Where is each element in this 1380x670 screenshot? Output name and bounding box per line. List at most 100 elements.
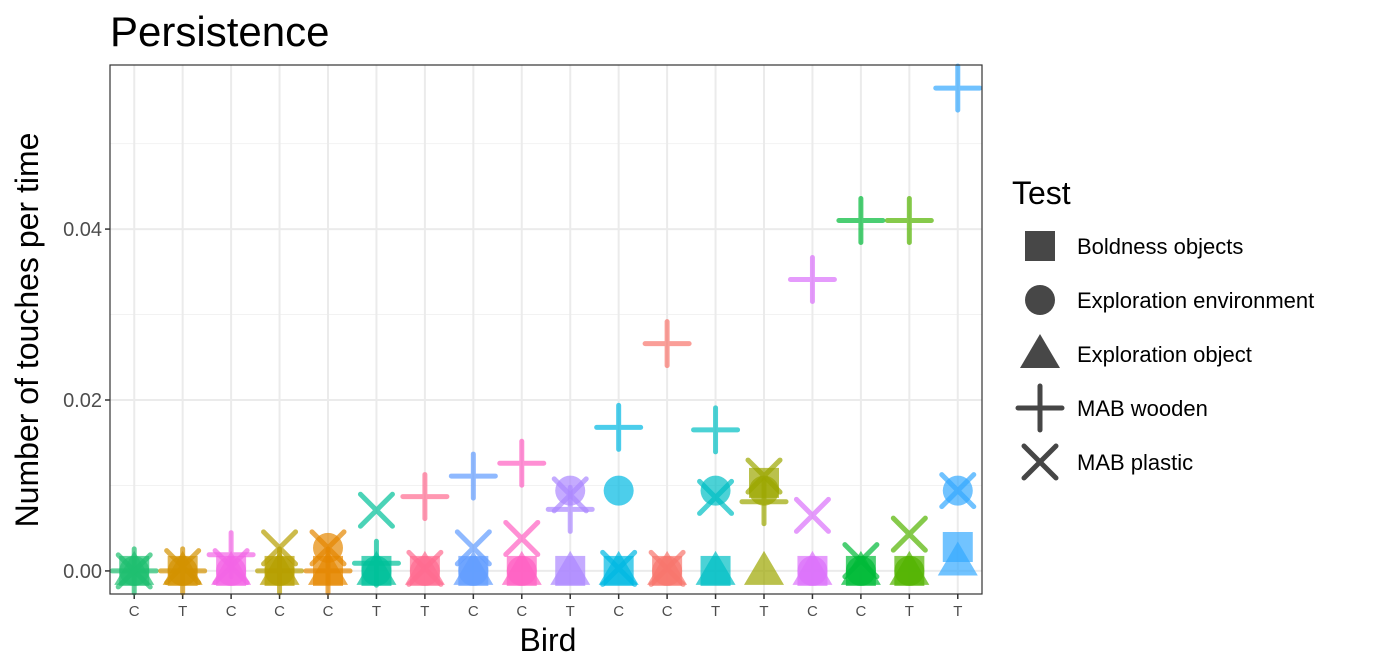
x-axis-label: Bird	[520, 622, 577, 658]
data-point-cross	[551, 476, 589, 514]
data-point-cross	[406, 549, 444, 587]
y-tick-label: 0.00	[63, 561, 102, 583]
cross-marker	[454, 529, 492, 567]
data-point-triangle	[889, 550, 930, 585]
data-point-cross	[164, 548, 202, 586]
x-tick-label: T	[372, 603, 381, 620]
legend-key-cross	[1021, 443, 1059, 481]
data-point-plus	[787, 255, 837, 305]
x-tick-label: C	[274, 603, 285, 620]
data-point-cross	[261, 529, 299, 567]
data-point-cross	[503, 519, 541, 557]
cross-marker	[212, 548, 250, 586]
data-point-triangle	[695, 550, 736, 585]
circle-marker	[1025, 285, 1055, 315]
data-point-triangle	[501, 550, 542, 585]
cross-marker	[551, 476, 589, 514]
cross-marker	[697, 478, 735, 516]
data-point-cross	[212, 548, 250, 586]
data-point-cross	[454, 529, 492, 567]
panel-border	[109, 64, 983, 595]
data-point-plus	[691, 405, 741, 455]
legend-label: MAB wooden	[1077, 396, 1208, 421]
cross-marker	[309, 529, 347, 567]
chart-title: Persistence	[110, 8, 329, 55]
data-point-plus	[594, 402, 644, 452]
data-point-cross	[309, 529, 347, 567]
cross-marker	[890, 515, 928, 553]
data-point-triangle	[550, 550, 591, 585]
triangle-marker	[550, 550, 591, 585]
circle-marker	[700, 475, 731, 506]
cross-marker	[357, 491, 395, 529]
square-marker	[1025, 231, 1055, 261]
triangle-marker	[792, 550, 833, 585]
x-tick-label: C	[129, 603, 140, 620]
panel-background	[110, 65, 982, 594]
legend-title: Test	[1012, 175, 1071, 211]
cross-marker	[842, 542, 880, 580]
cross-marker	[793, 496, 831, 534]
cross-marker	[164, 548, 202, 586]
x-tick-label: C	[807, 603, 818, 620]
data-point-plus	[836, 196, 886, 246]
x-tick-label: C	[662, 603, 673, 620]
cross-marker	[648, 549, 686, 587]
data-point-plus	[497, 438, 547, 488]
x-tick-label: C	[468, 603, 479, 620]
cross-marker	[745, 457, 783, 495]
circle-marker	[603, 475, 634, 506]
data-point-plus	[158, 546, 208, 596]
data-point-triangle	[937, 541, 978, 576]
data-point-cross	[939, 472, 977, 510]
data-point-cross	[115, 552, 153, 590]
data-point-plus	[255, 546, 305, 596]
data-point-cross	[793, 496, 831, 534]
data-point-plus	[303, 546, 353, 596]
plot-area: 0.00 0.02 0.04 C T C C C T T C C T C C T T C C T T	[63, 63, 983, 620]
data-point-plus	[642, 319, 692, 369]
legend-label: Boldness objects	[1077, 234, 1243, 259]
data-point-cross	[648, 549, 686, 587]
triangle-marker	[744, 550, 784, 585]
legend-label: Exploration environment	[1077, 288, 1314, 313]
legend-key-triangle	[1020, 334, 1060, 368]
legend-label: Exploration object	[1077, 342, 1252, 367]
legend-key-circle	[1025, 285, 1055, 315]
triangle-marker	[840, 550, 881, 585]
data-point-plus	[739, 477, 789, 527]
cross-marker	[115, 552, 153, 590]
data-point-cross	[600, 549, 638, 587]
data-point-triangle	[744, 550, 784, 585]
data-point-triangle	[792, 550, 833, 585]
x-tick-label: C	[516, 603, 527, 620]
legend-label: MAB plastic	[1077, 450, 1193, 475]
data-point-circle	[700, 475, 731, 506]
legend-key-plus	[1015, 383, 1065, 433]
data-point-plus	[448, 451, 498, 501]
cross-marker	[503, 519, 541, 557]
x-tick-label: T	[953, 603, 962, 620]
legend: Test Boldness objects Exploration environ…	[1012, 175, 1314, 481]
data-point-cross	[842, 542, 880, 580]
x-tick-label: T	[759, 603, 768, 620]
cross-marker	[406, 549, 444, 587]
triangle-marker	[937, 541, 978, 576]
x-tick-label: T	[178, 603, 187, 620]
data-point-plus	[351, 538, 401, 588]
triangle-marker	[1020, 334, 1060, 368]
triangle-marker	[889, 550, 930, 585]
y-tick-label: 0.04	[63, 219, 102, 241]
data-point-plus	[933, 63, 983, 113]
data-point-triangle	[453, 550, 494, 585]
data-point-circle	[603, 475, 634, 506]
data-point-cross	[697, 478, 735, 516]
x-tick-label: C	[613, 603, 624, 620]
x-tick-label: T	[711, 603, 720, 620]
x-tick-label: C	[323, 603, 334, 620]
data-point-plus	[884, 196, 934, 246]
data-point-cross	[357, 491, 395, 529]
x-tick-label: T	[566, 603, 575, 620]
